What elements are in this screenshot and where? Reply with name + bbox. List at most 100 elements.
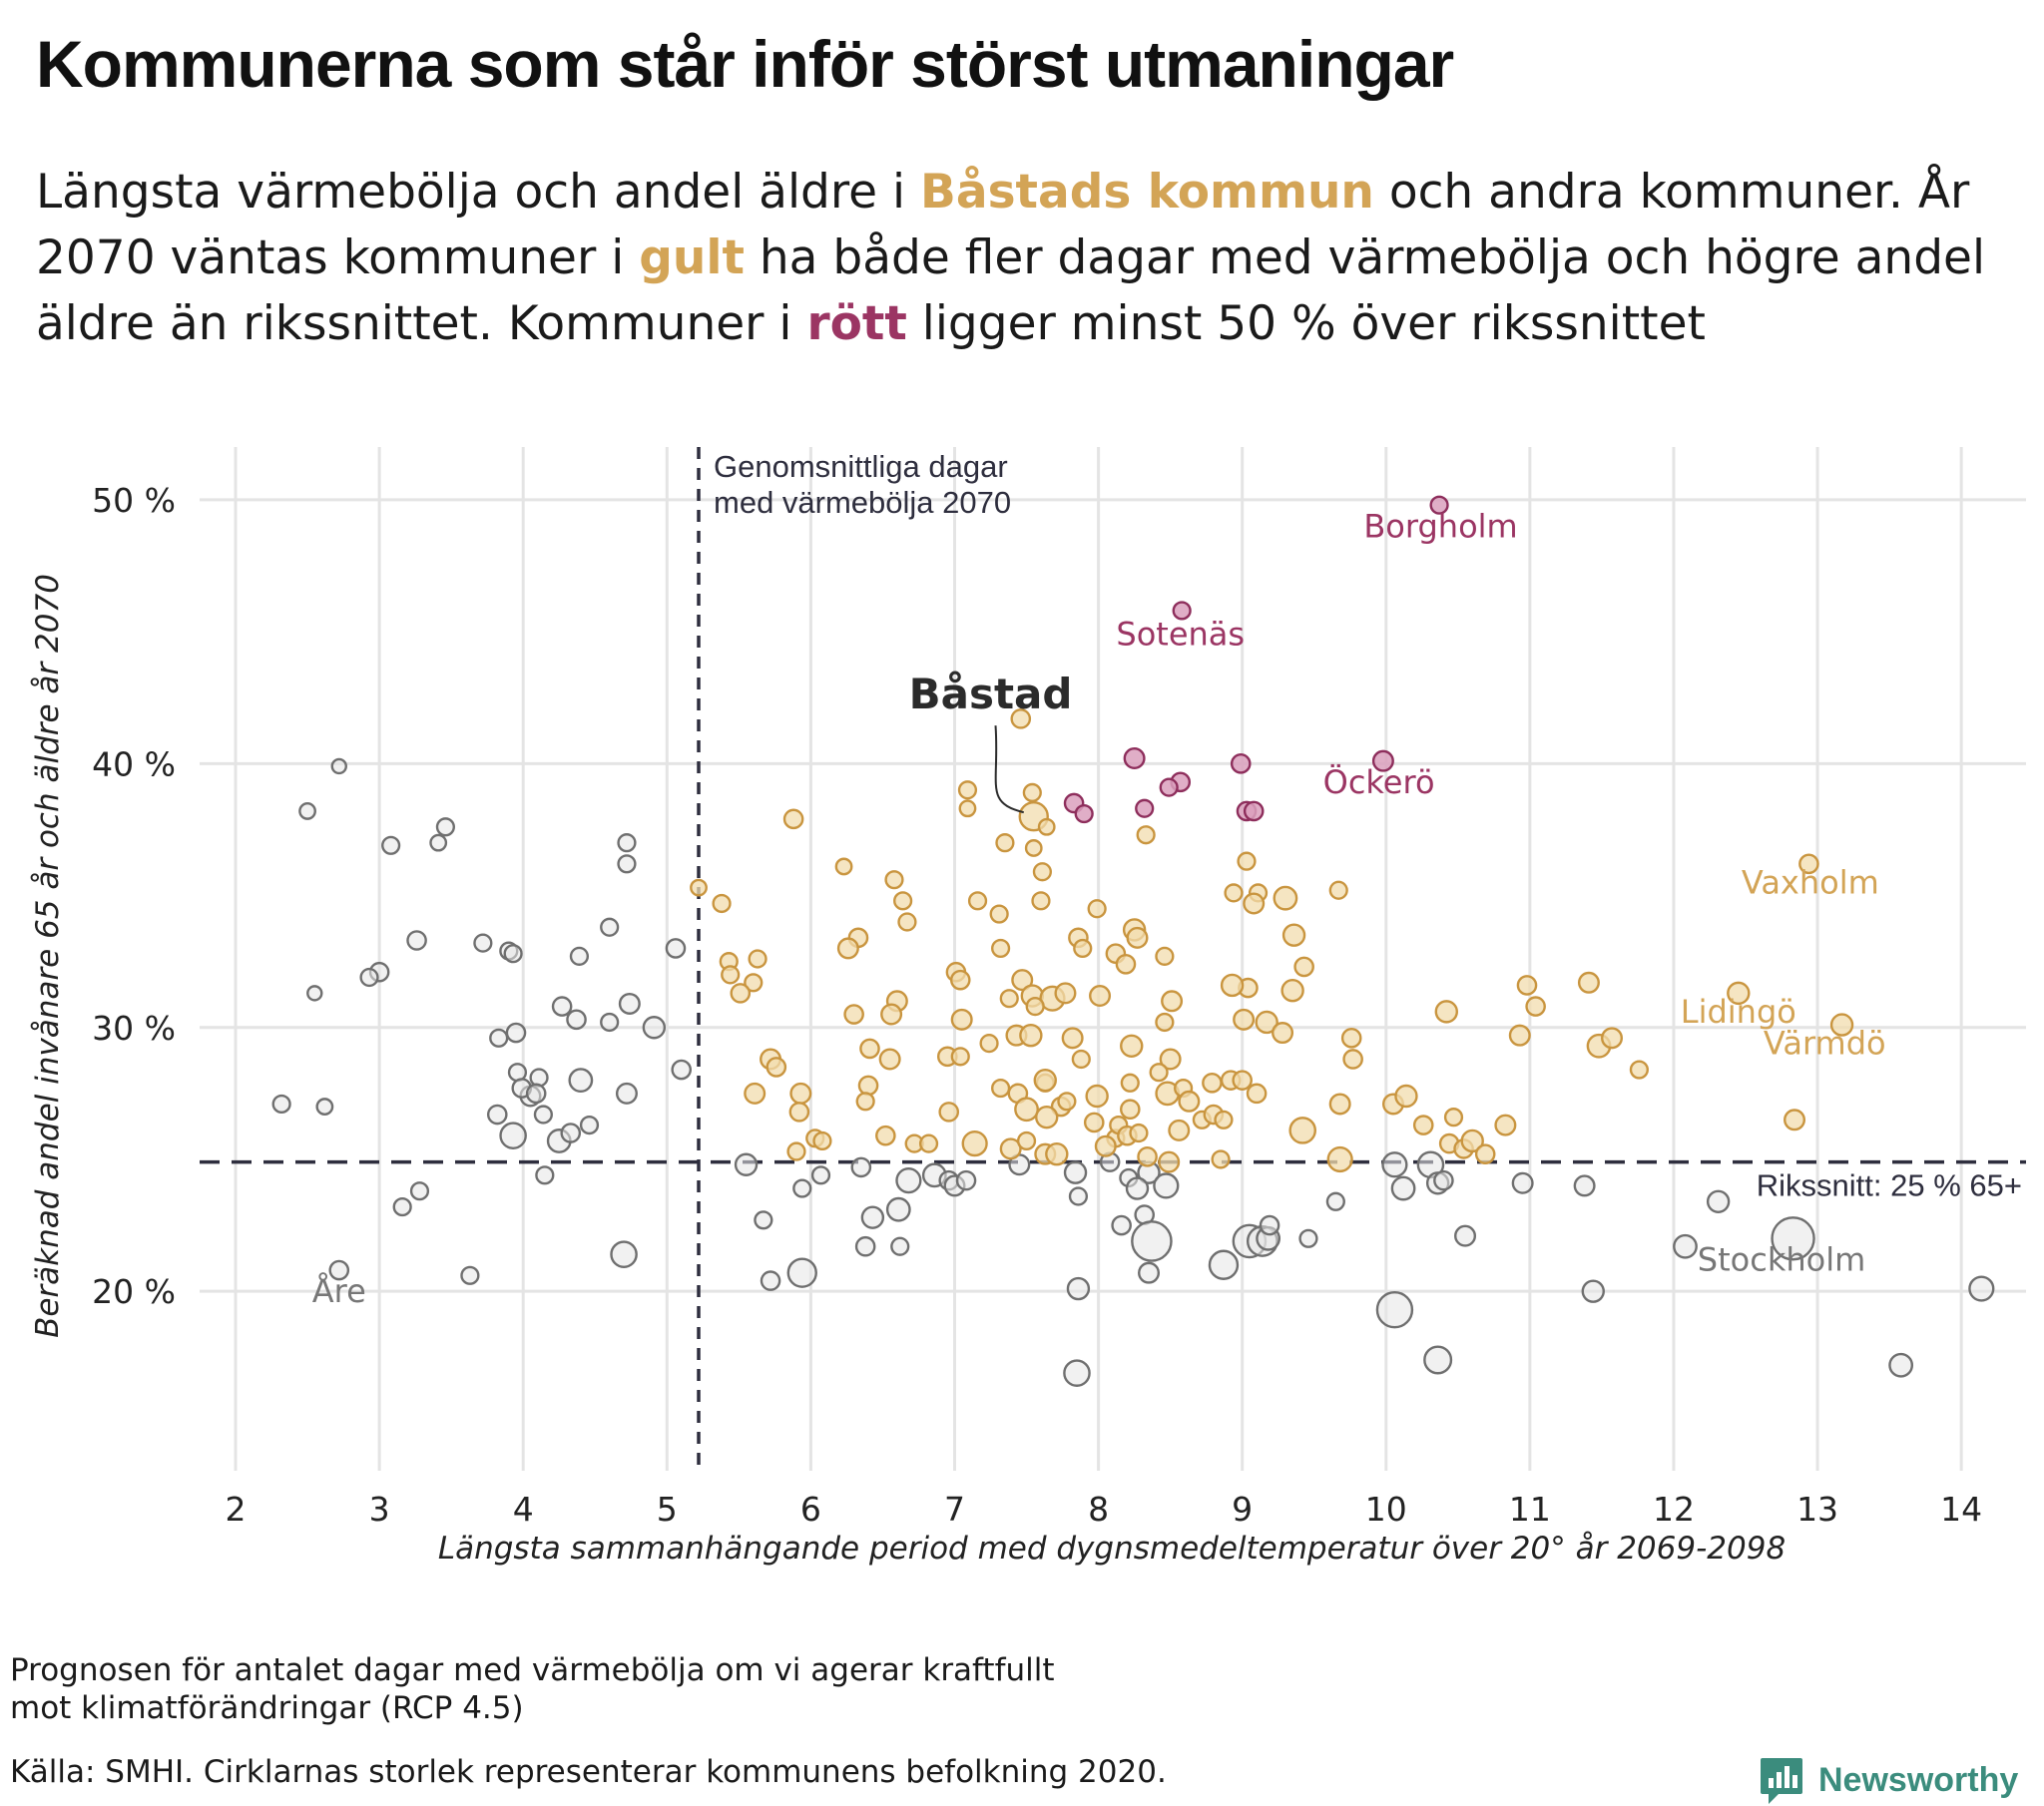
bastad-leader-line: [994, 725, 1024, 814]
gray-point: [499, 1122, 527, 1149]
gray-point: [1131, 1220, 1173, 1262]
gray-point: [473, 933, 493, 953]
red-point: [1123, 747, 1146, 770]
gold-point: [1246, 1083, 1268, 1105]
vertical-reference-label-line-1: Genomsnittliga dagar: [714, 449, 1008, 484]
gold-point: [1061, 1027, 1084, 1050]
x-tick-label: 14: [1940, 1490, 1982, 1529]
gold-point: [1149, 1063, 1169, 1083]
gray-point: [535, 1165, 555, 1185]
gold-point: [1115, 953, 1137, 975]
gold-point: [961, 1130, 988, 1157]
gray-point: [409, 1181, 430, 1201]
gray-point: [298, 802, 316, 820]
gold-point: [1340, 1028, 1362, 1049]
gold-point: [1071, 1049, 1091, 1070]
gold-point: [1035, 1105, 1059, 1129]
gray-point: [551, 996, 573, 1017]
point-label: Lidingö: [1681, 993, 1796, 1031]
gold-point: [766, 1057, 787, 1078]
gold-point: [991, 1078, 1011, 1099]
red-point: [1230, 753, 1252, 774]
gold-point: [1601, 1027, 1624, 1050]
gold-point: [967, 891, 988, 911]
gray-point: [760, 1270, 781, 1291]
gold-point: [1031, 891, 1051, 911]
gray-point: [1068, 1186, 1089, 1206]
gray-point: [1208, 1249, 1240, 1280]
x-tick-label: 8: [1088, 1490, 1109, 1529]
gold-point: [1328, 880, 1348, 900]
subtitle-text-2: och andra kommuner. År 2070 väntas kommu…: [36, 165, 1970, 285]
gold-point: [949, 969, 971, 991]
gray-point: [600, 917, 620, 937]
gray-point: [1325, 1191, 1345, 1211]
gray-point: [486, 1104, 508, 1126]
gold-point: [1126, 926, 1149, 949]
gold-point: [1494, 1114, 1517, 1136]
gold-point: [878, 1048, 901, 1071]
point-label: Sotenäs: [1116, 616, 1245, 654]
gray-point: [885, 1196, 911, 1222]
gold-point: [1010, 708, 1032, 729]
gold-point: [1085, 1084, 1109, 1109]
y-tick-label: 50 %: [92, 481, 176, 520]
gray-point: [1771, 1216, 1815, 1261]
gold-point: [950, 1047, 970, 1067]
gold-point: [1137, 1146, 1158, 1167]
gold-point: [1342, 1049, 1363, 1070]
gold-point: [1033, 1068, 1057, 1093]
gray-point: [890, 1236, 910, 1256]
gold-point: [1474, 1143, 1496, 1164]
gray-point: [315, 1098, 334, 1116]
gold-point: [1032, 862, 1052, 882]
gold-point: [1119, 1099, 1141, 1121]
point-label: Borgholm: [1363, 507, 1517, 545]
gold-point: [1011, 969, 1034, 992]
x-tick-label: 12: [1653, 1490, 1695, 1529]
gold-point: [1089, 985, 1112, 1008]
gray-point: [860, 1205, 885, 1229]
gold-point: [1161, 990, 1184, 1013]
gold-point: [834, 857, 853, 876]
gray-point: [306, 985, 323, 1002]
gold-point: [1168, 1119, 1191, 1141]
gray-point: [330, 757, 347, 775]
gold-point: [690, 878, 708, 897]
gold-point: [893, 891, 913, 911]
gray-point: [734, 1152, 759, 1176]
gray-point: [955, 1169, 977, 1191]
gold-point: [1326, 1145, 1353, 1173]
vertical-reference-label-line-2: med värmebölja 2070: [714, 485, 1011, 520]
gray-point: [850, 1156, 872, 1178]
red-point: [1159, 777, 1179, 797]
gold-point: [789, 1082, 812, 1105]
x-tick-label: 13: [1796, 1490, 1838, 1529]
x-tick-label: 2: [226, 1490, 247, 1529]
gold-point: [1202, 1072, 1223, 1094]
gray-point: [560, 1123, 582, 1143]
gold-point: [1178, 1090, 1201, 1113]
gray-point: [271, 1094, 291, 1115]
newsworthy-logo-text: Newsworthy: [1818, 1761, 2019, 1799]
gray-point: [1259, 1214, 1280, 1236]
footnote-line-1: Prognosen för antalet dagar med värmeböl…: [10, 1652, 1055, 1688]
gold-point: [1243, 892, 1266, 915]
gold-point: [1273, 885, 1298, 911]
gold-point: [999, 989, 1019, 1009]
red-point: [1243, 800, 1265, 822]
gold-point: [1136, 825, 1156, 845]
gold-point: [1129, 1123, 1149, 1143]
y-tick-label: 20 %: [92, 1272, 176, 1311]
gold-point: [788, 1102, 810, 1123]
gray-point: [533, 1105, 553, 1125]
gold-point: [897, 912, 917, 932]
gold-point: [1829, 1013, 1854, 1037]
source-note: Källa: SMHI. Cirklarnas storlek represen…: [10, 1754, 1167, 1790]
point-label: Åre: [312, 1272, 366, 1310]
gray-point: [1454, 1224, 1477, 1247]
gold-point: [957, 780, 978, 800]
gold-point: [1233, 1008, 1256, 1031]
